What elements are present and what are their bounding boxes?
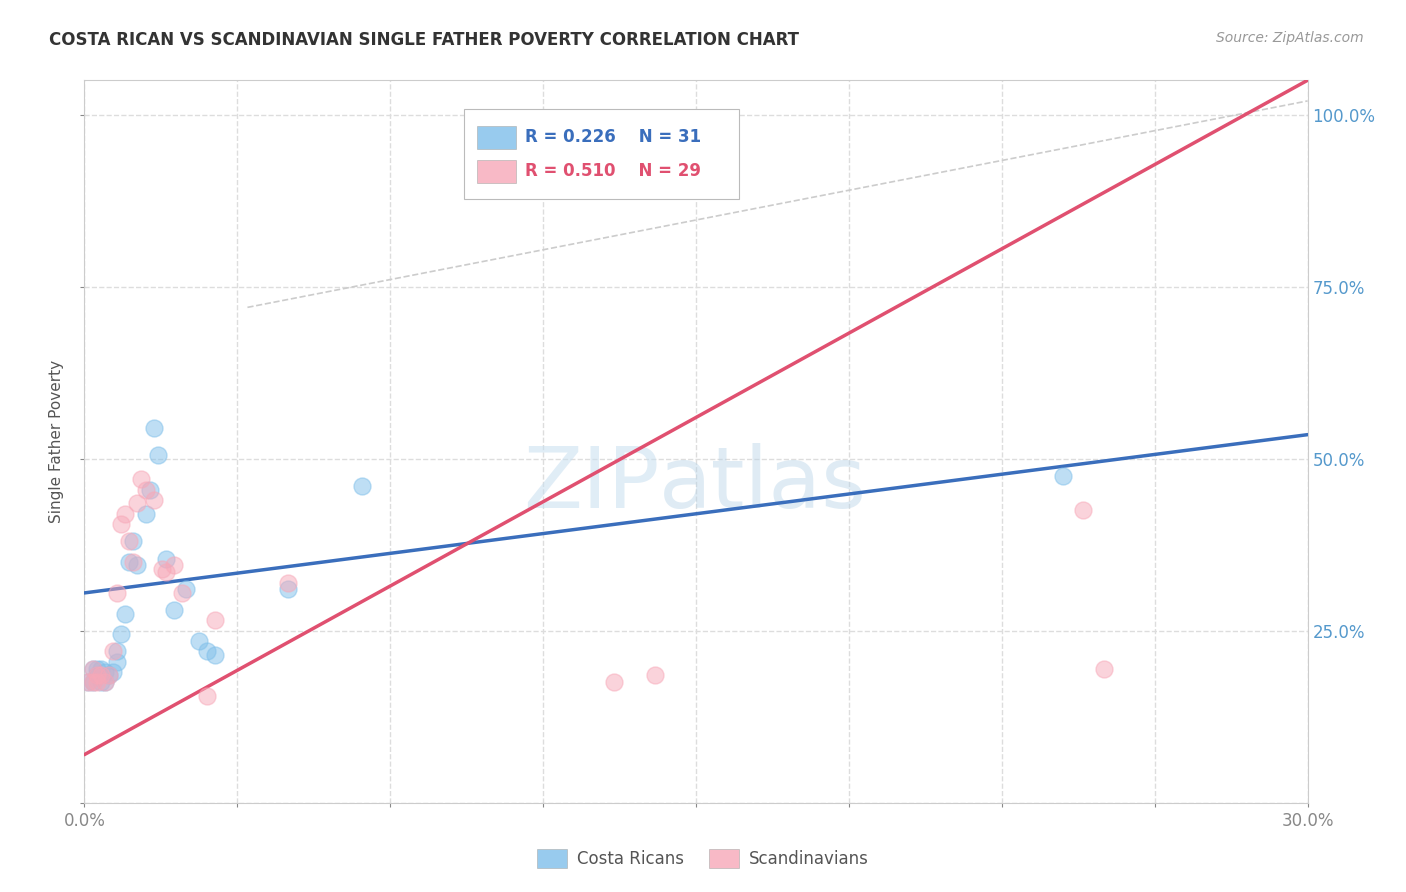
Point bbox=[277, 575, 299, 590]
Point bbox=[172, 586, 194, 600]
FancyBboxPatch shape bbox=[477, 126, 516, 149]
Point bbox=[142, 493, 165, 508]
Point bbox=[82, 662, 104, 676]
Point bbox=[105, 655, 128, 669]
Point bbox=[131, 472, 153, 486]
FancyBboxPatch shape bbox=[477, 160, 516, 183]
Point bbox=[118, 534, 141, 549]
Point bbox=[110, 627, 132, 641]
Point bbox=[163, 558, 186, 573]
Point bbox=[105, 644, 128, 658]
Point bbox=[114, 507, 136, 521]
Legend: Costa Ricans, Scandinavians: Costa Ricans, Scandinavians bbox=[530, 842, 876, 875]
Point bbox=[127, 496, 149, 510]
Point bbox=[97, 668, 120, 682]
Point bbox=[1073, 503, 1095, 517]
Point bbox=[118, 555, 141, 569]
Point bbox=[142, 421, 165, 435]
Point bbox=[204, 648, 226, 662]
Point bbox=[350, 479, 373, 493]
Point bbox=[163, 603, 186, 617]
Point bbox=[93, 675, 115, 690]
Point bbox=[101, 665, 124, 679]
Text: atlas: atlas bbox=[659, 443, 868, 526]
Point bbox=[82, 675, 104, 690]
Text: R = 0.226    N = 31: R = 0.226 N = 31 bbox=[524, 128, 700, 146]
Point bbox=[101, 644, 124, 658]
Point bbox=[135, 507, 157, 521]
Text: ZIP: ZIP bbox=[523, 443, 659, 526]
Point bbox=[105, 586, 128, 600]
Point bbox=[110, 517, 132, 532]
Point bbox=[277, 582, 299, 597]
Point bbox=[86, 668, 108, 682]
Text: R = 0.510    N = 29: R = 0.510 N = 29 bbox=[524, 161, 700, 179]
Point bbox=[114, 607, 136, 621]
Point bbox=[1092, 662, 1115, 676]
Point bbox=[155, 566, 177, 580]
Point bbox=[603, 675, 626, 690]
Y-axis label: Single Father Poverty: Single Father Poverty bbox=[49, 360, 65, 523]
Point bbox=[122, 555, 145, 569]
Point bbox=[90, 668, 112, 682]
Point bbox=[97, 668, 120, 682]
Point bbox=[127, 558, 149, 573]
Point bbox=[150, 562, 173, 576]
Point bbox=[122, 534, 145, 549]
Point bbox=[155, 551, 177, 566]
FancyBboxPatch shape bbox=[464, 109, 738, 200]
Point bbox=[174, 582, 197, 597]
Point bbox=[135, 483, 157, 497]
Point bbox=[90, 662, 112, 676]
Point bbox=[77, 675, 100, 690]
Point bbox=[86, 668, 108, 682]
Point bbox=[195, 689, 218, 703]
Text: Source: ZipAtlas.com: Source: ZipAtlas.com bbox=[1216, 31, 1364, 45]
Point bbox=[93, 675, 115, 690]
Point bbox=[77, 675, 100, 690]
Point bbox=[644, 668, 666, 682]
Point bbox=[86, 675, 108, 690]
Point bbox=[204, 614, 226, 628]
Point bbox=[195, 644, 218, 658]
Point bbox=[1052, 469, 1074, 483]
Point bbox=[82, 662, 104, 676]
Point bbox=[86, 662, 108, 676]
Point bbox=[138, 483, 160, 497]
Text: COSTA RICAN VS SCANDINAVIAN SINGLE FATHER POVERTY CORRELATION CHART: COSTA RICAN VS SCANDINAVIAN SINGLE FATHE… bbox=[49, 31, 799, 49]
Point bbox=[82, 675, 104, 690]
Point bbox=[187, 634, 209, 648]
Point bbox=[93, 665, 115, 679]
Point bbox=[146, 448, 169, 462]
Point bbox=[90, 675, 112, 690]
